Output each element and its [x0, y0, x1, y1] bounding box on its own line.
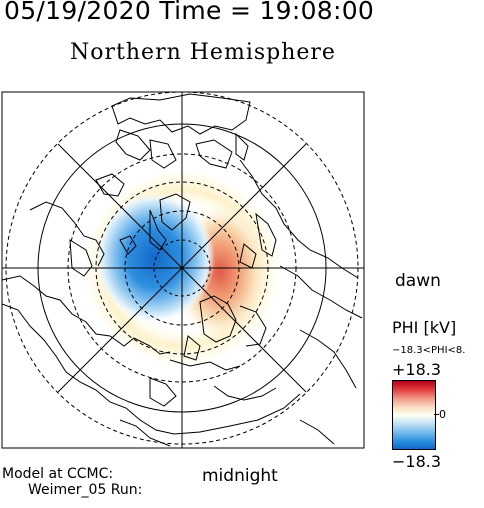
colorbar-zero-label: 0 [439, 408, 446, 421]
polar-map [1, 91, 365, 449]
timestamp: 05/19/2020 Time = 19:08:00 [4, 0, 375, 25]
negative-potential-cell [95, 192, 215, 324]
colorbar-max-label: +18.3 [392, 360, 442, 379]
midnight-label: midnight [202, 466, 278, 486]
map-title: Northern Hemisphere [70, 40, 336, 65]
colorbar-min-label: −18.3 [392, 452, 442, 471]
colorbar-range: −18.3<PHI<8. [392, 345, 466, 356]
colorbar-zero-tick [434, 414, 439, 415]
model-label: Model at CCMC: [2, 466, 114, 482]
run-label: Weimer_05 Run: [28, 482, 143, 498]
coastlines [2, 93, 363, 447]
colorbar [392, 380, 436, 450]
dawn-label: dawn [395, 271, 441, 291]
colorbar-title: PHI [kV] [392, 318, 457, 337]
